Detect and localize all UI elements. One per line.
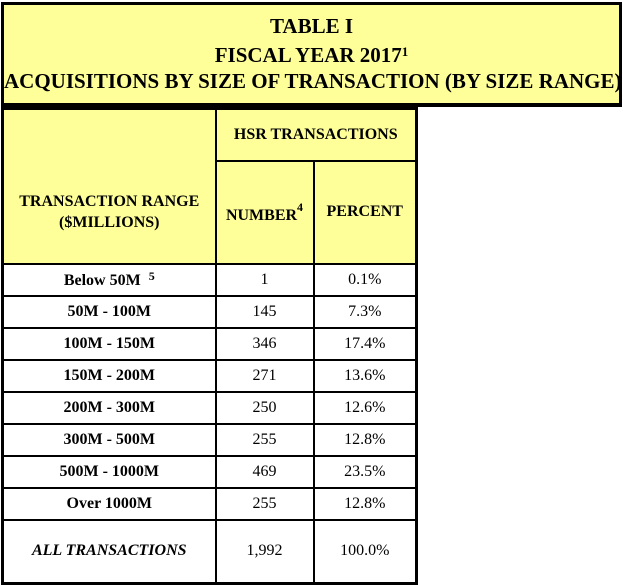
range-text: 100M - 150M [63, 334, 156, 352]
percent-value: 12.8% [312, 486, 418, 521]
footnote-ref-1: 1 [401, 44, 409, 59]
percent-value: 13.6% [312, 358, 418, 393]
range-label: 50M - 100M [1, 294, 217, 329]
range-text: 50M - 100M [67, 302, 152, 320]
number-value: 255 [214, 422, 315, 457]
range-text: 200M - 300M [63, 398, 156, 416]
range-label: 500M - 1000M [1, 454, 217, 489]
percent-value: 0.1% [312, 262, 418, 297]
table-row: Over 1000M 255 12.8% [1, 486, 418, 521]
table-row: 300M - 500M 255 12.8% [1, 422, 418, 457]
table-row: 150M - 200M 271 13.6% [1, 358, 418, 393]
table-subtitle: ACQUISITIONS BY SIZE OF TRANSACTION (BY … [4, 69, 622, 93]
number-value: 469 [214, 454, 315, 489]
range-header-line1: TRANSACTION RANGE [19, 192, 200, 210]
range-text: Below 50M [63, 272, 141, 289]
acquisitions-by-size-table: TRANSACTION RANGE ($MILLIONS) HSR TRANSA… [1, 107, 418, 585]
range-label: 100M - 150M [1, 326, 217, 361]
range-label: 150M - 200M [1, 358, 217, 393]
percent-value: 12.6% [312, 390, 418, 425]
total-number-value: 1,992 [214, 518, 315, 585]
table-title-block: TABLE I FISCAL YEAR 20171 ACQUISITIONS B… [1, 2, 622, 107]
range-label: Below 50M 5 [1, 262, 217, 297]
range-label: 300M - 500M [1, 422, 217, 457]
percent-header-cell: PERCENT [312, 159, 418, 265]
range-label: 200M - 300M [1, 390, 217, 425]
footnote-ref-5: 5 [148, 269, 155, 283]
table-row: 100M - 150M 346 17.4% [1, 326, 418, 361]
footnote-ref-4: 4 [297, 199, 304, 214]
table-row: 500M - 1000M 469 23.5% [1, 454, 418, 489]
table-row: 50M - 100M 145 7.3% [1, 294, 418, 329]
range-text: Over 1000M [66, 494, 152, 512]
range-header-cell: TRANSACTION RANGE ($MILLIONS) [1, 107, 217, 265]
number-value: 145 [214, 294, 315, 329]
group-header-row: TRANSACTION RANGE ($MILLIONS) HSR TRANSA… [1, 107, 418, 265]
total-row: ALL TRANSACTIONS 1,992 100.0% [1, 518, 418, 585]
number-value: 271 [214, 358, 315, 393]
number-value: 255 [214, 486, 315, 521]
total-percent-value: 100.0% [312, 518, 418, 585]
number-value: 346 [214, 326, 315, 361]
range-text: 300M - 500M [63, 430, 156, 448]
percent-value: 12.8% [312, 422, 418, 457]
number-header-cell: NUMBER4 [214, 159, 315, 265]
percent-value: 17.4% [312, 326, 418, 361]
range-label: Over 1000M [1, 486, 217, 521]
table-number-title: TABLE I [269, 14, 354, 38]
number-value: 250 [214, 390, 315, 425]
hsr-transactions-header-cell: HSR TRANSACTIONS [214, 107, 418, 162]
range-text: 500M - 1000M [59, 462, 160, 480]
percent-value: 7.3% [312, 294, 418, 329]
range-header-line2: ($MILLIONS) [59, 213, 160, 231]
fiscal-year-title: FISCAL YEAR 20171 [4, 39, 619, 68]
percent-value: 23.5% [312, 454, 418, 489]
column-header-row: NUMBER4 PERCENT [3, 159, 418, 265]
number-value: 1 [214, 262, 315, 297]
fiscal-year-text: FISCAL YEAR 2017 [214, 43, 402, 67]
range-text: 150M - 200M [63, 366, 156, 384]
number-header-label: NUMBER [225, 206, 298, 224]
table-row: Below 50M 5 1 0.1% [1, 262, 418, 297]
table-row: 200M - 300M 250 12.6% [1, 390, 418, 425]
total-label: ALL TRANSACTIONS [1, 518, 217, 585]
